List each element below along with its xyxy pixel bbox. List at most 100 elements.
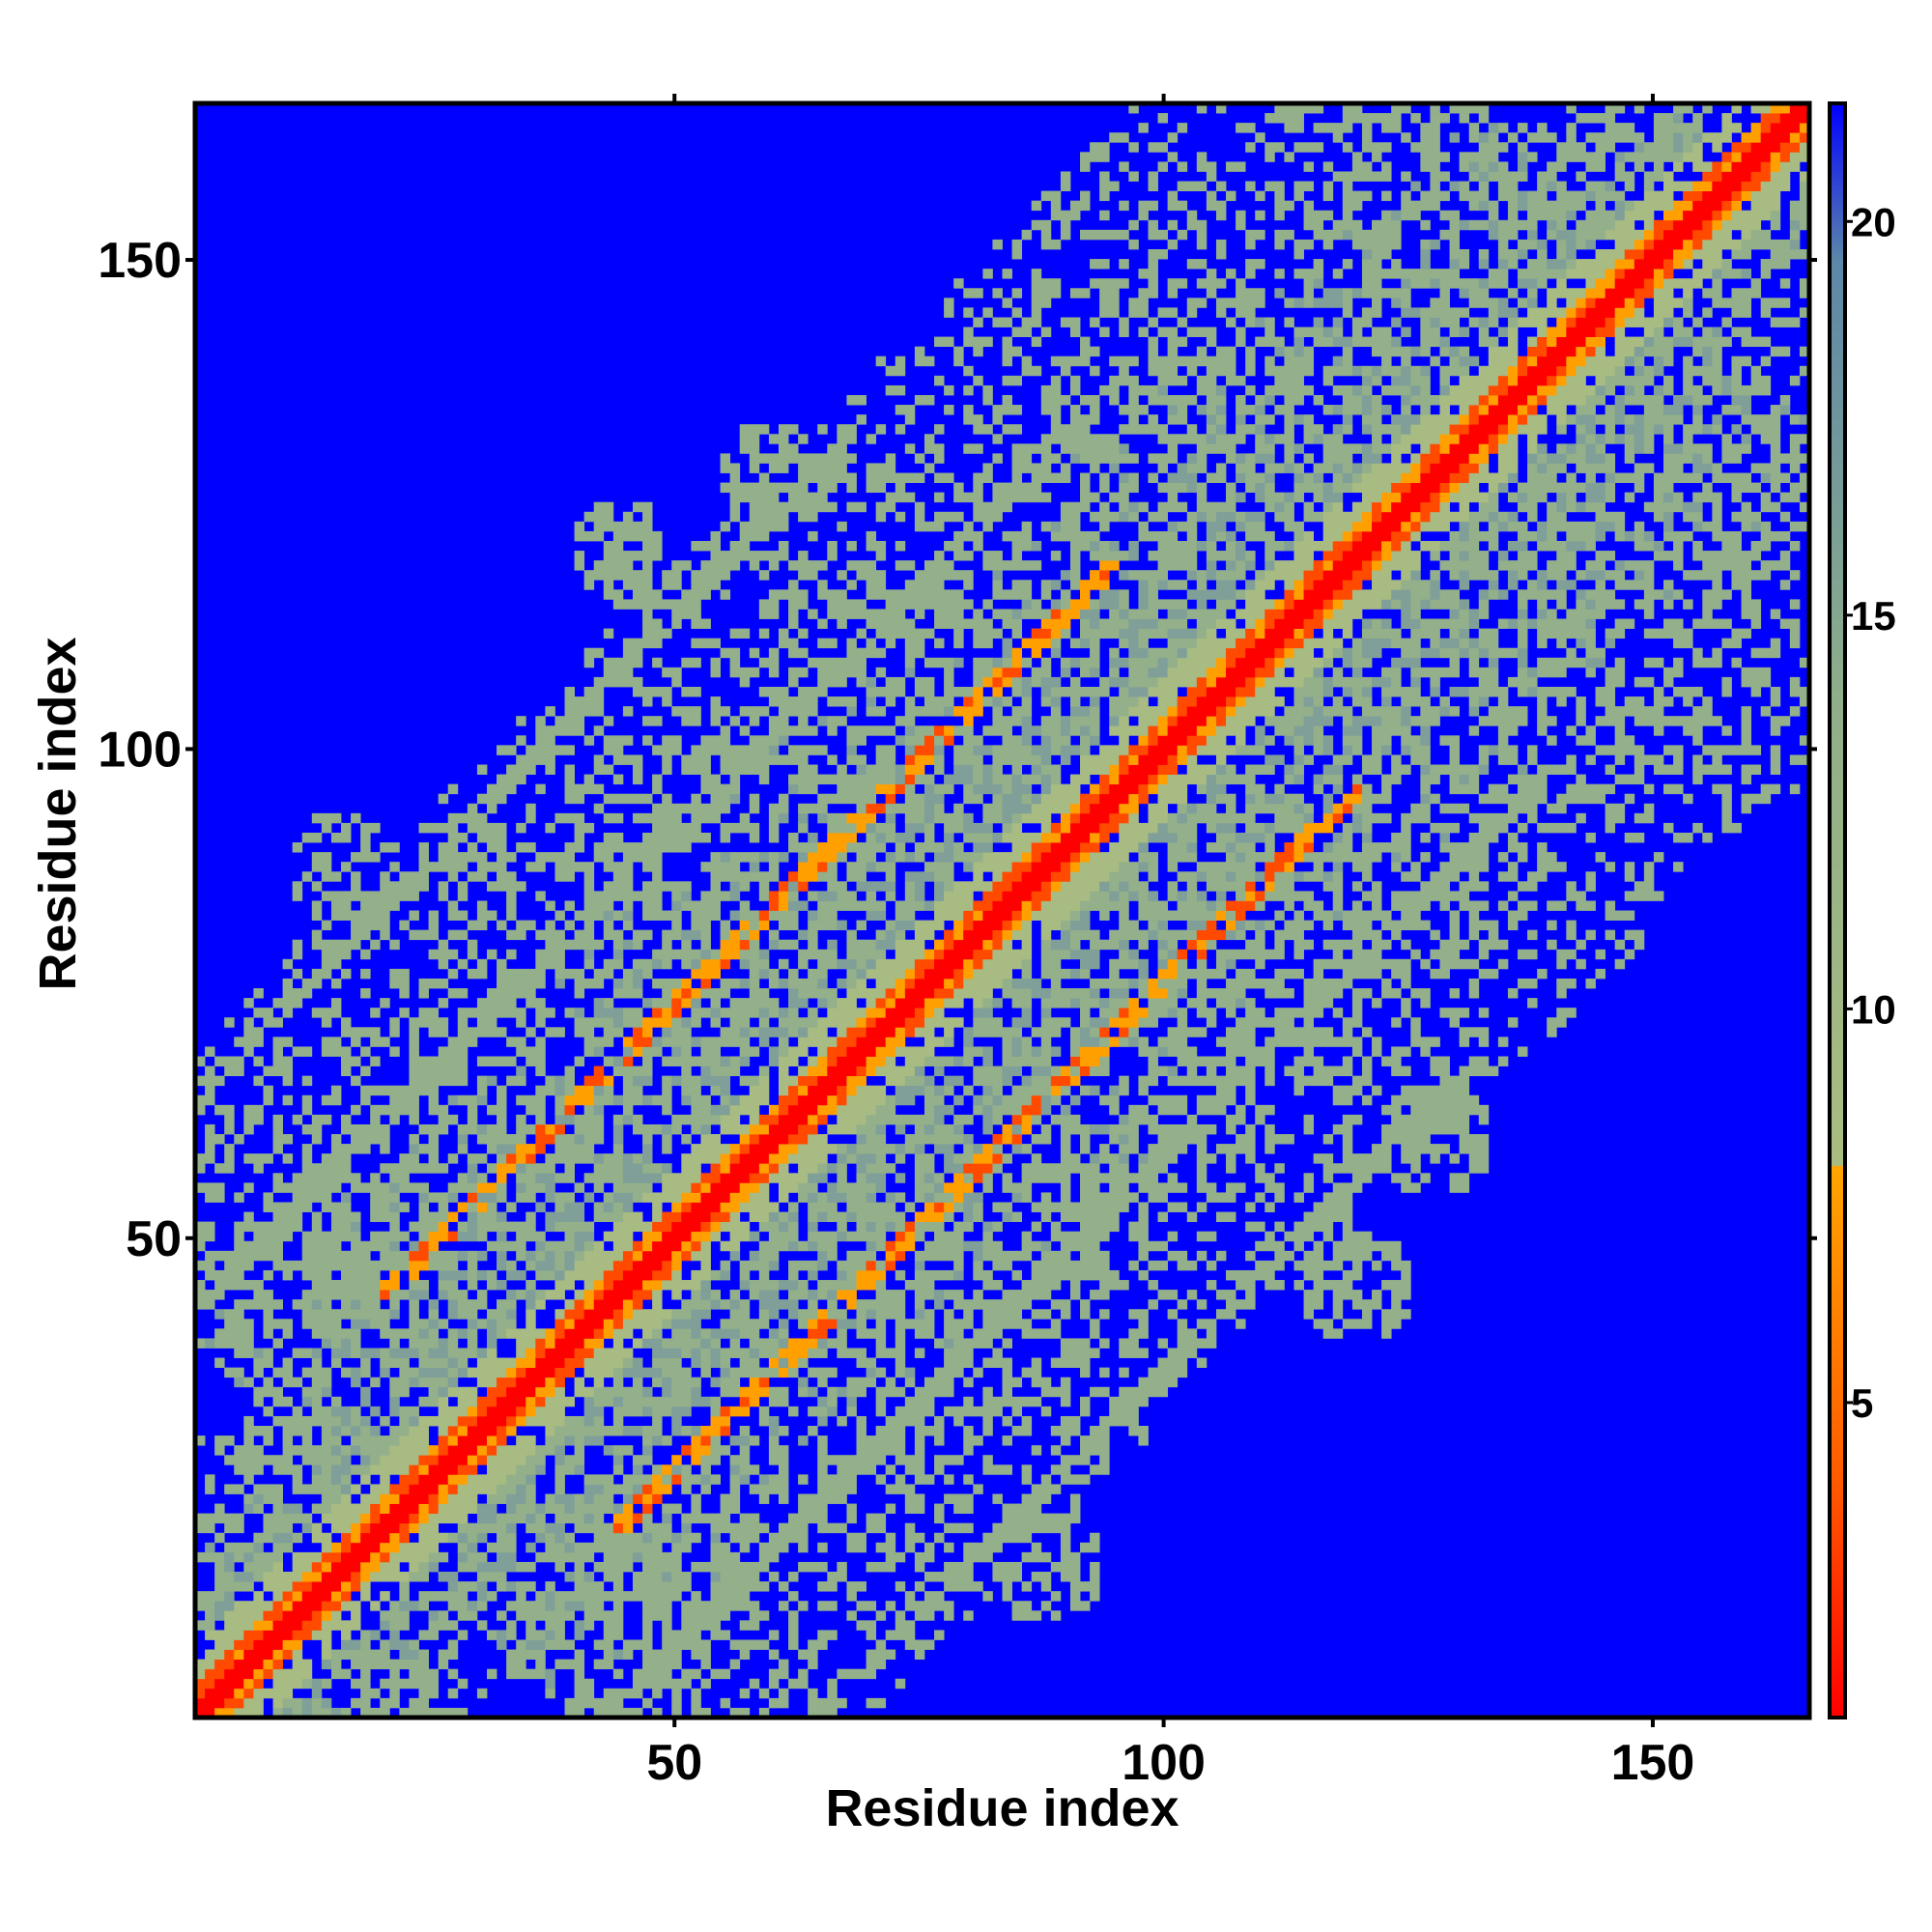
heatmap-cell bbox=[1186, 706, 1217, 717]
heatmap-cell bbox=[1770, 725, 1781, 736]
heatmap-cell bbox=[1021, 939, 1033, 951]
heatmap-cell bbox=[953, 852, 983, 863]
heatmap-cell bbox=[1274, 1008, 1324, 1018]
heatmap-cell bbox=[1109, 1017, 1139, 1028]
heatmap-cell bbox=[934, 812, 964, 824]
heatmap-cell bbox=[554, 1144, 595, 1154]
heatmap-cell bbox=[301, 1075, 313, 1087]
heatmap-cell bbox=[1497, 521, 1509, 532]
heatmap-cell bbox=[370, 1231, 410, 1242]
heatmap-cell bbox=[1683, 793, 1693, 805]
heatmap-cell bbox=[1060, 521, 1081, 532]
heatmap-cell bbox=[428, 920, 440, 931]
heatmap-cell bbox=[370, 1630, 381, 1640]
heatmap-cell bbox=[1507, 580, 1519, 590]
heatmap-cell bbox=[1255, 891, 1265, 901]
heatmap-cell bbox=[1322, 812, 1334, 824]
heatmap-cell bbox=[263, 1630, 294, 1640]
heatmap-cell bbox=[808, 1426, 818, 1436]
heatmap-cell bbox=[1050, 774, 1062, 785]
heatmap-cell bbox=[1322, 939, 1363, 951]
heatmap-cell bbox=[380, 1280, 400, 1291]
heatmap-cell bbox=[554, 1202, 565, 1212]
heatmap-cell bbox=[457, 1532, 469, 1544]
heatmap-cell bbox=[447, 988, 469, 999]
heatmap-cell bbox=[846, 540, 857, 552]
heatmap-cell bbox=[486, 1319, 497, 1329]
heatmap-cell bbox=[1760, 706, 1772, 717]
heatmap-cell bbox=[1050, 647, 1062, 659]
heatmap-cell bbox=[340, 1542, 352, 1553]
heatmap-cell bbox=[944, 1153, 954, 1164]
heatmap-cell bbox=[632, 1114, 643, 1125]
heatmap-cell bbox=[768, 939, 780, 951]
heatmap-cell bbox=[1342, 599, 1382, 610]
heatmap-cell bbox=[691, 1037, 701, 1047]
heatmap-cell bbox=[866, 1027, 896, 1037]
heatmap-cell bbox=[292, 968, 303, 980]
heatmap-cell bbox=[1420, 706, 1440, 717]
heatmap-cell bbox=[973, 958, 983, 970]
heatmap-cell bbox=[340, 1532, 352, 1544]
heatmap-cell bbox=[1449, 745, 1461, 755]
heatmap-cell bbox=[1011, 686, 1023, 697]
heatmap-cell bbox=[768, 1309, 780, 1320]
heatmap-cell bbox=[535, 1123, 546, 1135]
heatmap-cell bbox=[1236, 1280, 1256, 1291]
heatmap-cell bbox=[1439, 939, 1470, 951]
heatmap-cell bbox=[321, 822, 332, 834]
heatmap-cell bbox=[467, 1319, 478, 1329]
heatmap-cell bbox=[1099, 521, 1110, 532]
heatmap-cell bbox=[1245, 793, 1256, 805]
heatmap-cell bbox=[497, 1396, 526, 1407]
heatmap-cell bbox=[330, 1085, 342, 1096]
heatmap-cell bbox=[1779, 618, 1801, 629]
heatmap-cell bbox=[1332, 862, 1344, 872]
heatmap-cell bbox=[885, 1532, 896, 1544]
heatmap-cell bbox=[778, 1017, 818, 1028]
heatmap-cell bbox=[681, 1445, 692, 1456]
heatmap-cell bbox=[535, 1114, 546, 1125]
heatmap-cell bbox=[583, 511, 614, 523]
heatmap-cell bbox=[817, 716, 828, 726]
heatmap-cell bbox=[554, 1455, 565, 1465]
heatmap-cell bbox=[904, 638, 925, 649]
heatmap-cell bbox=[1430, 580, 1440, 590]
heatmap-cell bbox=[749, 862, 760, 872]
heatmap-cell bbox=[1196, 1231, 1217, 1242]
heatmap-cell bbox=[934, 511, 964, 523]
heatmap-cell bbox=[292, 1630, 313, 1640]
heatmap-cell bbox=[1449, 852, 1490, 863]
heatmap-cell bbox=[768, 1357, 780, 1369]
heatmap-cell bbox=[1789, 783, 1801, 795]
heatmap-cell bbox=[671, 609, 701, 619]
heatmap-cell bbox=[554, 1464, 575, 1475]
heatmap-cell bbox=[1653, 852, 1664, 863]
heatmap-cell bbox=[1634, 754, 1664, 765]
heatmap-cell bbox=[486, 949, 497, 960]
heatmap-cell bbox=[321, 1153, 352, 1164]
heatmap-cell bbox=[1031, 891, 1052, 901]
heatmap-cell bbox=[739, 1182, 760, 1193]
heatmap-cell bbox=[895, 949, 925, 960]
heatmap-cell bbox=[409, 1415, 419, 1427]
heatmap-cell bbox=[526, 1542, 536, 1553]
heatmap-cell bbox=[1342, 657, 1353, 668]
heatmap-cell bbox=[1322, 735, 1334, 746]
heatmap-cell bbox=[1449, 774, 1461, 785]
heatmap-cell bbox=[1683, 599, 1693, 610]
heatmap-cell bbox=[301, 1123, 323, 1135]
heatmap-cell bbox=[545, 1532, 555, 1544]
heatmap-cell bbox=[1177, 1008, 1188, 1018]
heatmap-cell bbox=[1109, 1085, 1120, 1096]
heatmap-cell bbox=[914, 978, 945, 989]
heatmap-cell bbox=[428, 949, 459, 960]
heatmap-cell bbox=[1050, 783, 1081, 795]
heatmap-cell bbox=[953, 706, 983, 717]
heatmap-cell bbox=[914, 1435, 925, 1446]
heatmap-cell bbox=[593, 1377, 605, 1388]
heatmap-cell bbox=[671, 1572, 692, 1582]
heatmap-cell bbox=[768, 1455, 789, 1465]
heatmap-cell bbox=[1361, 1065, 1373, 1077]
heatmap-cell bbox=[895, 1474, 906, 1485]
